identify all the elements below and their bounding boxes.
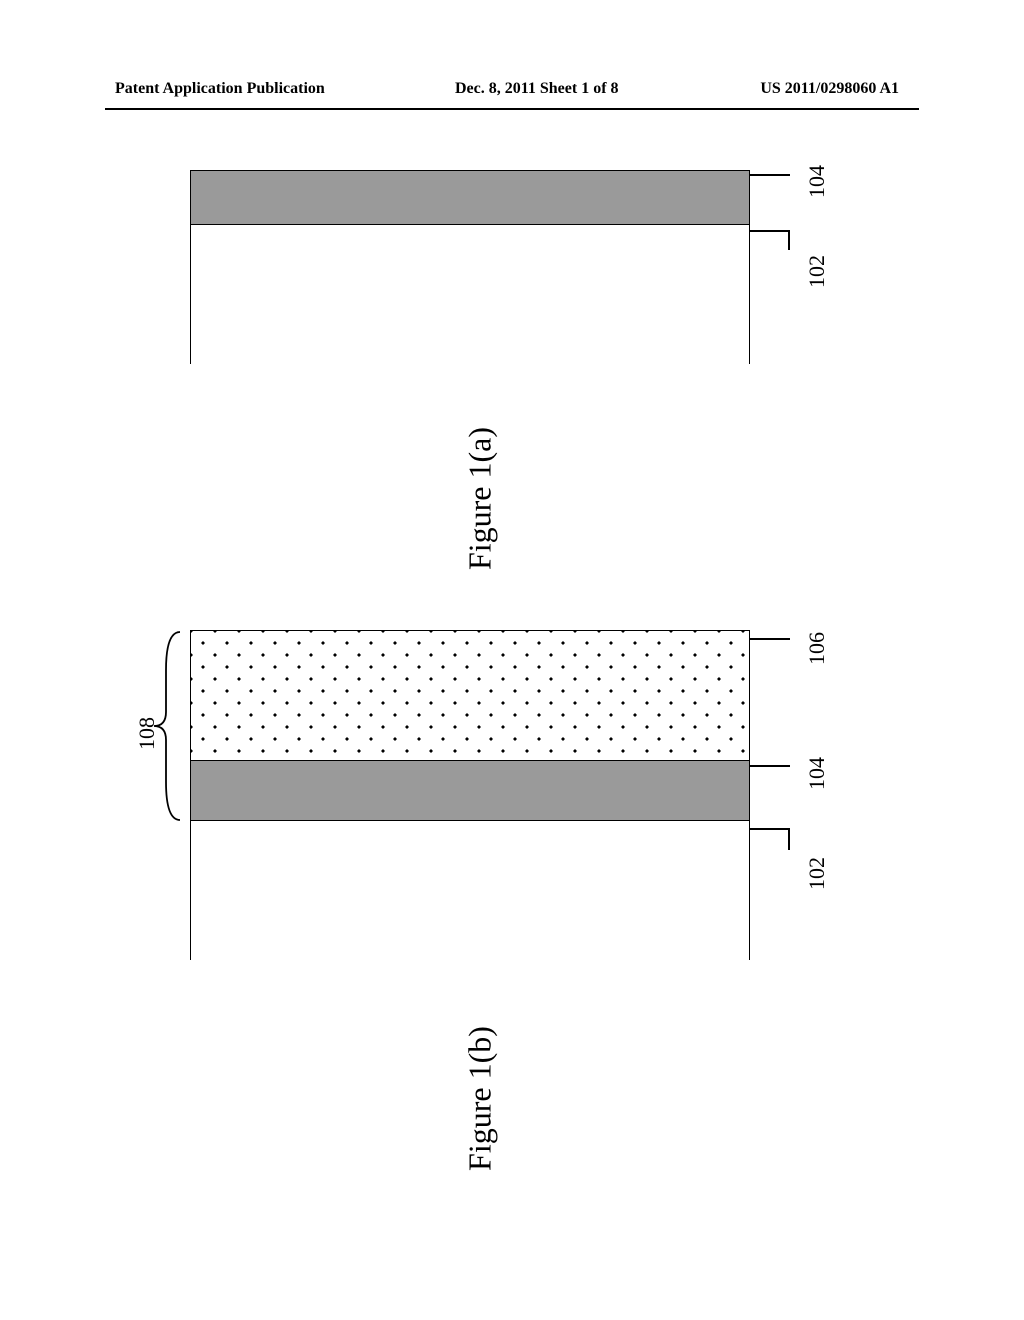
layer-102 <box>191 225 749 365</box>
label-102-b: 102 <box>804 857 830 890</box>
layer-104 <box>191 761 749 821</box>
label-104-b: 104 <box>804 757 830 790</box>
header-rule <box>105 108 919 110</box>
figure-1b-caption: Figure 1(b) <box>462 1017 499 1181</box>
figure-1a-diagram <box>190 170 750 364</box>
label-108: 108 <box>134 717 160 750</box>
label-102: 102 <box>804 255 830 288</box>
leader-104 <box>750 174 790 176</box>
leader-102-elbow <box>788 230 790 250</box>
label-104: 104 <box>804 165 830 198</box>
leader-102-b-elbow <box>788 828 790 850</box>
label-106: 106 <box>804 632 830 665</box>
leader-106 <box>750 638 790 640</box>
figure-1b-diagram <box>190 630 750 960</box>
figure-1a-container: 104 102 Figure 1(a) <box>190 170 750 364</box>
layer-104 <box>191 171 749 225</box>
layer-106 <box>191 631 749 761</box>
leader-102-b <box>750 828 790 830</box>
header-publication-type: Patent Application Publication <box>115 80 325 98</box>
figure-1a-caption: Figure 1(a) <box>462 419 499 579</box>
layer-102 <box>191 821 749 961</box>
page-header: Patent Application Publication Dec. 8, 2… <box>0 80 1024 110</box>
leader-102 <box>750 230 790 232</box>
header-date-sheet: Dec. 8, 2011 Sheet 1 of 8 <box>455 80 619 98</box>
leader-104-b <box>750 765 790 767</box>
header-publication-number: US 2011/0298060 A1 <box>760 80 899 98</box>
figure-1b-container: 108 106 104 102 Figure 1(b) <box>190 630 750 960</box>
